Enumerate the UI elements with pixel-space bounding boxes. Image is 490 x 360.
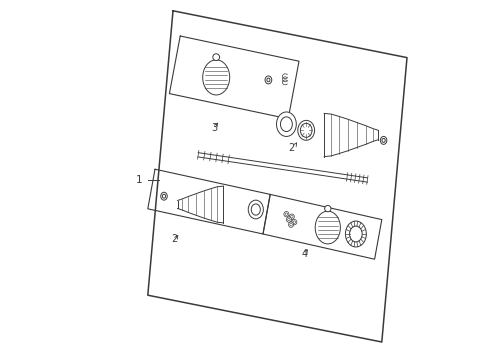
Ellipse shape <box>285 213 288 215</box>
Ellipse shape <box>284 212 289 217</box>
Ellipse shape <box>315 211 341 244</box>
Ellipse shape <box>203 60 230 95</box>
Ellipse shape <box>289 222 294 228</box>
Ellipse shape <box>289 214 294 220</box>
Text: 2: 2 <box>172 234 178 244</box>
Ellipse shape <box>290 223 293 226</box>
Text: 3: 3 <box>211 123 218 133</box>
Ellipse shape <box>248 200 263 219</box>
Ellipse shape <box>293 221 295 223</box>
Ellipse shape <box>276 112 296 136</box>
Ellipse shape <box>161 192 167 200</box>
Ellipse shape <box>345 221 367 247</box>
Ellipse shape <box>267 78 270 82</box>
Ellipse shape <box>162 194 166 198</box>
Ellipse shape <box>349 226 362 242</box>
Ellipse shape <box>288 218 290 221</box>
Ellipse shape <box>213 54 220 60</box>
Ellipse shape <box>251 204 260 215</box>
Ellipse shape <box>300 123 312 138</box>
Ellipse shape <box>298 120 315 140</box>
Ellipse shape <box>280 117 293 131</box>
Ellipse shape <box>291 215 293 218</box>
Text: 4: 4 <box>301 249 307 259</box>
Ellipse shape <box>265 76 272 84</box>
Text: 1: 1 <box>136 175 143 185</box>
Ellipse shape <box>382 139 385 143</box>
Text: 2: 2 <box>289 143 295 153</box>
Ellipse shape <box>292 220 297 225</box>
Ellipse shape <box>325 206 331 212</box>
Ellipse shape <box>286 217 292 222</box>
Ellipse shape <box>380 136 387 144</box>
